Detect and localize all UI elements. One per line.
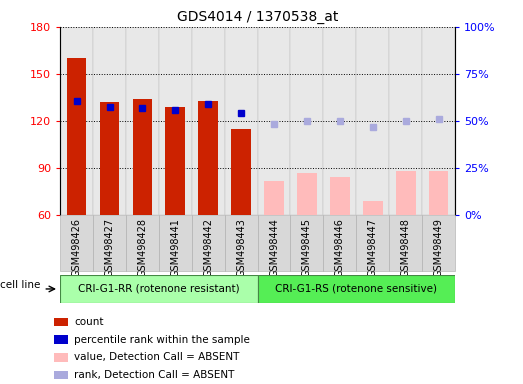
Bar [165, 107, 185, 215]
Bar [60, 27, 93, 215]
Text: GSM498428: GSM498428 [138, 218, 147, 277]
Bar [396, 171, 415, 215]
Text: GSM498447: GSM498447 [368, 218, 378, 277]
Bar [54, 353, 68, 362]
Text: GSM498426: GSM498426 [72, 218, 82, 277]
Text: GSM498443: GSM498443 [236, 218, 246, 277]
Bar [290, 27, 323, 215]
Text: GSM498441: GSM498441 [170, 218, 180, 277]
Text: GSM498445: GSM498445 [302, 218, 312, 277]
Bar [356, 215, 389, 271]
Bar [60, 275, 257, 303]
Bar [290, 215, 323, 271]
Bar [54, 371, 68, 379]
Bar [54, 318, 68, 326]
Bar [389, 27, 422, 215]
Bar [192, 27, 225, 215]
Bar [363, 201, 383, 215]
Text: CRI-G1-RS (rotenone sensitive): CRI-G1-RS (rotenone sensitive) [275, 284, 437, 294]
Bar [93, 215, 126, 271]
Bar [323, 215, 356, 271]
Bar [422, 215, 455, 271]
Bar [126, 215, 159, 271]
Bar [257, 27, 290, 215]
Text: GSM498448: GSM498448 [401, 218, 411, 277]
Text: CRI-G1-RR (rotenone resistant): CRI-G1-RR (rotenone resistant) [78, 284, 240, 294]
Bar [67, 58, 86, 215]
Bar [323, 27, 356, 215]
Bar [429, 171, 448, 215]
Bar [225, 215, 257, 271]
Bar [60, 215, 93, 271]
Bar [54, 335, 68, 344]
Bar [264, 180, 284, 215]
Bar [159, 215, 192, 271]
Text: GSM498446: GSM498446 [335, 218, 345, 277]
Text: cell line: cell line [0, 280, 40, 290]
Text: percentile rank within the sample: percentile rank within the sample [74, 335, 250, 345]
Bar [356, 27, 389, 215]
Bar [257, 215, 290, 271]
Bar [100, 102, 119, 215]
Bar [225, 27, 257, 215]
Bar [93, 27, 126, 215]
Text: GSM498449: GSM498449 [434, 218, 444, 277]
Text: GSM498444: GSM498444 [269, 218, 279, 277]
Text: value, Detection Call = ABSENT: value, Detection Call = ABSENT [74, 353, 240, 362]
Bar [192, 215, 225, 271]
Text: rank, Detection Call = ABSENT: rank, Detection Call = ABSENT [74, 370, 234, 380]
Text: GSM498442: GSM498442 [203, 218, 213, 277]
Bar [126, 27, 159, 215]
Bar [132, 99, 152, 215]
Bar [231, 129, 251, 215]
Bar [297, 173, 317, 215]
Bar [330, 177, 350, 215]
Bar [198, 101, 218, 215]
Title: GDS4014 / 1370538_at: GDS4014 / 1370538_at [177, 10, 338, 25]
Bar [422, 27, 455, 215]
Bar [257, 275, 455, 303]
Bar [159, 27, 192, 215]
Text: GSM498427: GSM498427 [105, 218, 115, 277]
Bar [389, 215, 422, 271]
Text: count: count [74, 317, 104, 327]
